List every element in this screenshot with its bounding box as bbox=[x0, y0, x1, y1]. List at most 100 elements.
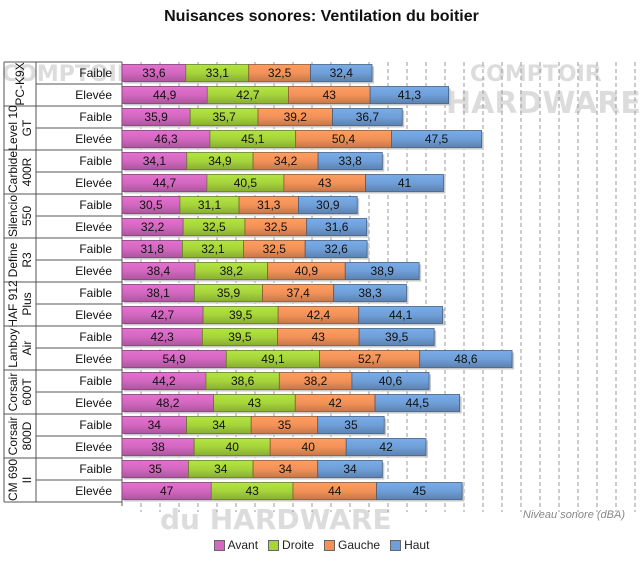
bar-value-label: 33,1 bbox=[206, 66, 230, 80]
bar-value-label: 32,5 bbox=[263, 242, 287, 256]
watermark-top-right: COMPTOIR bbox=[470, 62, 602, 87]
legend-item: Haut bbox=[390, 538, 429, 552]
group-label: PC-K9X bbox=[13, 62, 27, 105]
bar-segment bbox=[306, 218, 368, 236]
bar-value-label: 46,3 bbox=[154, 132, 178, 146]
bar-value-label: 38,9 bbox=[371, 264, 395, 278]
bar-segment bbox=[317, 460, 383, 478]
legend-swatch bbox=[324, 539, 336, 551]
row-label: Faible bbox=[79, 66, 112, 80]
bar-value-label: 37,4 bbox=[286, 286, 310, 300]
bar-value-label: 39,5 bbox=[228, 330, 252, 344]
bar-value-label: 32,6 bbox=[324, 242, 348, 256]
bar-value-label: 34 bbox=[279, 462, 293, 476]
bar-value-label: 43 bbox=[312, 330, 326, 344]
bar-value-label: 31,8 bbox=[141, 242, 165, 256]
bar-value-label: 38,3 bbox=[358, 286, 382, 300]
bar-value-label: 33,8 bbox=[339, 154, 363, 168]
bar-value-label: 30,9 bbox=[316, 198, 340, 212]
group-label: 600T bbox=[20, 378, 34, 406]
legend-item: Droite bbox=[268, 538, 314, 552]
bar-value-label: 43 bbox=[323, 88, 337, 102]
bar-segment bbox=[391, 130, 483, 148]
group-label: Define bbox=[6, 242, 20, 277]
bar-segment bbox=[333, 284, 407, 302]
legend-item: Gauche bbox=[324, 538, 380, 552]
bar-segment bbox=[317, 416, 385, 434]
row-label: Elevée bbox=[75, 220, 112, 234]
bar-value-label: 39,2 bbox=[284, 110, 308, 124]
bar-segment bbox=[304, 240, 368, 258]
bar-segment bbox=[419, 350, 513, 368]
group-label: Lanboy bbox=[6, 328, 20, 367]
row-label: Faible bbox=[79, 374, 112, 388]
bar-value-label: 38,2 bbox=[220, 264, 244, 278]
bar-value-label: 42,7 bbox=[236, 88, 260, 102]
legend-label: Droite bbox=[282, 538, 315, 552]
bar-value-label: 44,2 bbox=[152, 374, 176, 388]
bar-value-label: 48,6 bbox=[454, 352, 478, 366]
row-label: Faible bbox=[79, 242, 112, 256]
group-label: Air bbox=[20, 341, 34, 356]
group-label: 800D bbox=[20, 421, 34, 450]
bar-value-label: 49,1 bbox=[261, 352, 285, 366]
row-label: Faible bbox=[79, 286, 112, 300]
bar-value-label: 42,4 bbox=[307, 308, 331, 322]
bar-value-label: 42 bbox=[379, 440, 393, 454]
group-label: Corsair bbox=[6, 417, 20, 456]
bar-value-label: 34,2 bbox=[274, 154, 298, 168]
bar-value-label: 40,6 bbox=[379, 374, 403, 388]
bar-value-label: 38,2 bbox=[304, 374, 328, 388]
bar-value-label: 39,5 bbox=[229, 308, 253, 322]
row-label: Elevée bbox=[75, 264, 112, 278]
bar-value-label: 32,2 bbox=[141, 220, 165, 234]
bar-value-label: 40 bbox=[302, 440, 316, 454]
bar-value-label: 38,6 bbox=[231, 374, 255, 388]
bar-value-label: 42,7 bbox=[151, 308, 175, 322]
legend-label: Haut bbox=[404, 538, 430, 552]
row-label: Faible bbox=[79, 154, 112, 168]
bar-segment bbox=[365, 174, 444, 192]
bar-value-label: 33,6 bbox=[142, 66, 166, 80]
row-label: Elevée bbox=[75, 484, 112, 498]
bar-segment bbox=[351, 372, 430, 390]
bar-value-label: 34 bbox=[212, 418, 226, 432]
bar-value-label: 35 bbox=[278, 418, 292, 432]
group-label: 550 bbox=[20, 206, 34, 226]
group-label: HAF 912 bbox=[6, 280, 20, 328]
legend-item: Avant bbox=[213, 538, 258, 552]
bar-value-label: 38,1 bbox=[147, 286, 171, 300]
row-label: Faible bbox=[79, 110, 112, 124]
bar-value-label: 43 bbox=[318, 176, 332, 190]
bar-value-label: 32,5 bbox=[264, 220, 288, 234]
bar-value-label: 34 bbox=[148, 418, 162, 432]
row-label: Elevée bbox=[75, 308, 112, 322]
bar-value-label: 50,4 bbox=[332, 132, 356, 146]
bar-segment bbox=[310, 64, 373, 82]
bar-value-label: 44,9 bbox=[153, 88, 177, 102]
bar-value-label: 44 bbox=[328, 484, 342, 498]
bar-segment bbox=[369, 86, 450, 104]
bar-value-label: 40,9 bbox=[295, 264, 319, 278]
chart-title: Nuisances sonores: Ventilation du boitie… bbox=[164, 8, 479, 25]
bar-value-label: 32,1 bbox=[201, 242, 225, 256]
bar-segment bbox=[358, 328, 435, 346]
group-label: II bbox=[20, 477, 34, 484]
row-label: Elevée bbox=[75, 352, 112, 366]
bar-value-label: 38,4 bbox=[147, 264, 171, 278]
bar-segment bbox=[298, 196, 358, 214]
group-label: R3 bbox=[20, 252, 34, 268]
group-label: Corsair bbox=[6, 373, 20, 412]
group-label: GT bbox=[20, 119, 34, 136]
legend-swatch bbox=[268, 539, 280, 551]
group-label: Level 10 bbox=[6, 105, 20, 151]
bar-value-label: 30,5 bbox=[139, 198, 163, 212]
legend: Avant Droite Gauche Haut bbox=[0, 538, 643, 554]
bar-value-label: 41,3 bbox=[398, 88, 422, 102]
legend-swatch bbox=[213, 539, 225, 551]
watermark-left: COMPTOIR bbox=[2, 62, 134, 87]
bar-value-label: 34 bbox=[343, 462, 357, 476]
group-label: Silencio bbox=[6, 195, 20, 237]
row-label: Elevée bbox=[75, 176, 112, 190]
bar-value-label: 35,9 bbox=[144, 110, 168, 124]
